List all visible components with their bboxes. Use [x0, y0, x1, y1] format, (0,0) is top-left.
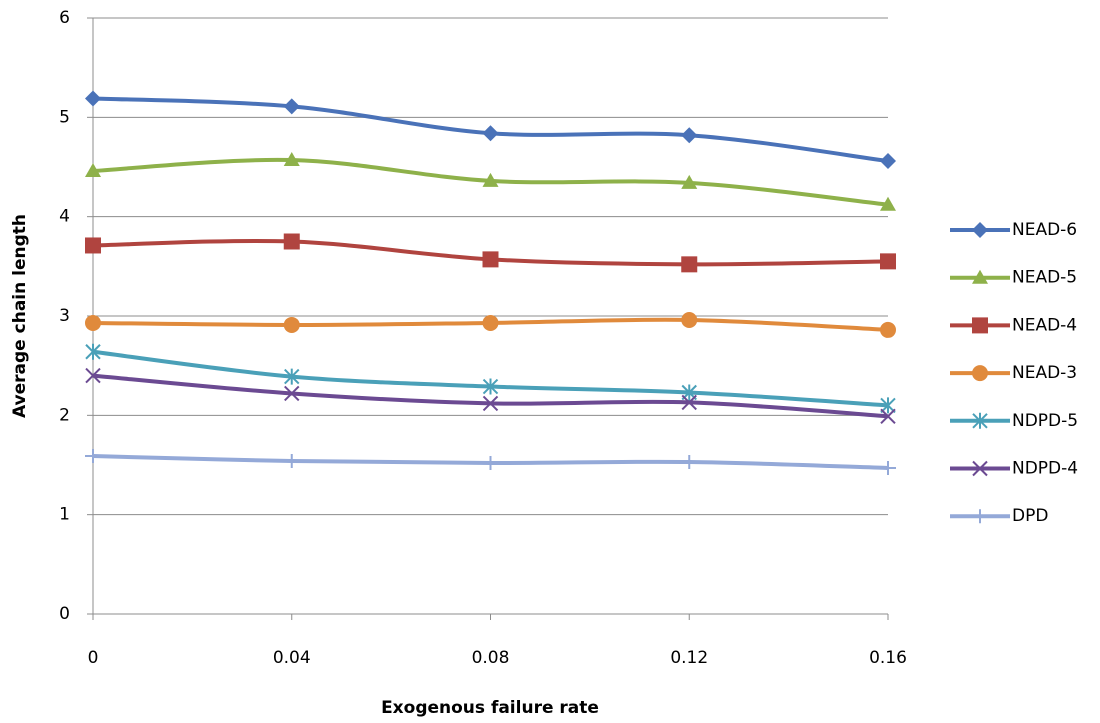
marker: [482, 125, 499, 142]
y-tick-label: 1: [59, 505, 70, 525]
marker: [972, 412, 988, 429]
marker: [880, 397, 896, 414]
marker: [681, 394, 697, 411]
marker: [482, 172, 499, 187]
marker: [85, 314, 101, 331]
x-axis-label: Exogenous failure rate: [381, 698, 599, 718]
marker: [85, 237, 101, 254]
marker: [681, 127, 698, 144]
marker: [85, 162, 101, 177]
legend-entry: NEAD-3: [950, 363, 1077, 383]
marker: [85, 449, 101, 464]
marker: [482, 314, 499, 331]
marker: [972, 269, 988, 284]
marker: [681, 174, 698, 189]
x-tick-label: 0.12: [670, 648, 708, 668]
marker: [284, 368, 300, 385]
marker: [482, 378, 499, 395]
x-tick-label: 0: [88, 648, 99, 668]
marker: [482, 251, 499, 268]
y-tick-label: 3: [59, 306, 70, 326]
marker: [482, 456, 499, 471]
y-tick-label: 0: [59, 604, 70, 624]
y-tick-label: 4: [59, 207, 70, 227]
y-axis-label: Average chain length: [10, 214, 30, 418]
x-tick-label: 0.08: [472, 648, 510, 668]
marker: [880, 196, 896, 211]
legend-label: NEAD-3: [1012, 363, 1077, 383]
legend-entry: NDPD-5: [950, 411, 1078, 431]
legend-label: NEAD-4: [1012, 315, 1077, 335]
y-tick-label: 2: [59, 405, 70, 425]
y-tick-label: 6: [59, 8, 70, 28]
marker: [283, 98, 300, 115]
marker: [681, 311, 698, 328]
legend-label: NDPD-4: [1012, 459, 1078, 479]
marker: [85, 90, 101, 107]
marker: [972, 222, 988, 238]
marker: [283, 152, 300, 167]
marker: [880, 408, 896, 425]
legend-label: NEAD-5: [1012, 268, 1077, 288]
marker: [482, 395, 499, 412]
x-tick-label: 0.16: [869, 648, 907, 668]
legend-entry: NEAD-5: [950, 268, 1077, 288]
legend-label: DPD: [1012, 506, 1048, 526]
marker: [972, 509, 988, 524]
marker: [880, 460, 896, 475]
marker: [972, 317, 988, 334]
marker: [284, 385, 300, 402]
legend-entry: DPD: [950, 506, 1048, 526]
x-tick-label: 0.04: [273, 648, 311, 668]
marker: [880, 321, 896, 338]
marker: [972, 460, 988, 477]
marker: [972, 365, 988, 382]
marker: [283, 316, 300, 333]
marker: [85, 367, 101, 384]
marker: [681, 455, 698, 470]
marker: [283, 233, 300, 250]
y-tick-label: 5: [59, 107, 70, 127]
marker: [283, 454, 300, 469]
legend-label: NDPD-5: [1012, 411, 1078, 431]
legend-label: NEAD-6: [1012, 220, 1077, 240]
legend-entry: NDPD-4: [950, 459, 1078, 479]
legend-entry: NEAD-6: [950, 220, 1077, 240]
marker: [85, 343, 101, 360]
marker: [681, 256, 698, 273]
marker: [880, 253, 896, 270]
legend-entry: NEAD-4: [950, 315, 1077, 335]
marker: [880, 153, 896, 170]
